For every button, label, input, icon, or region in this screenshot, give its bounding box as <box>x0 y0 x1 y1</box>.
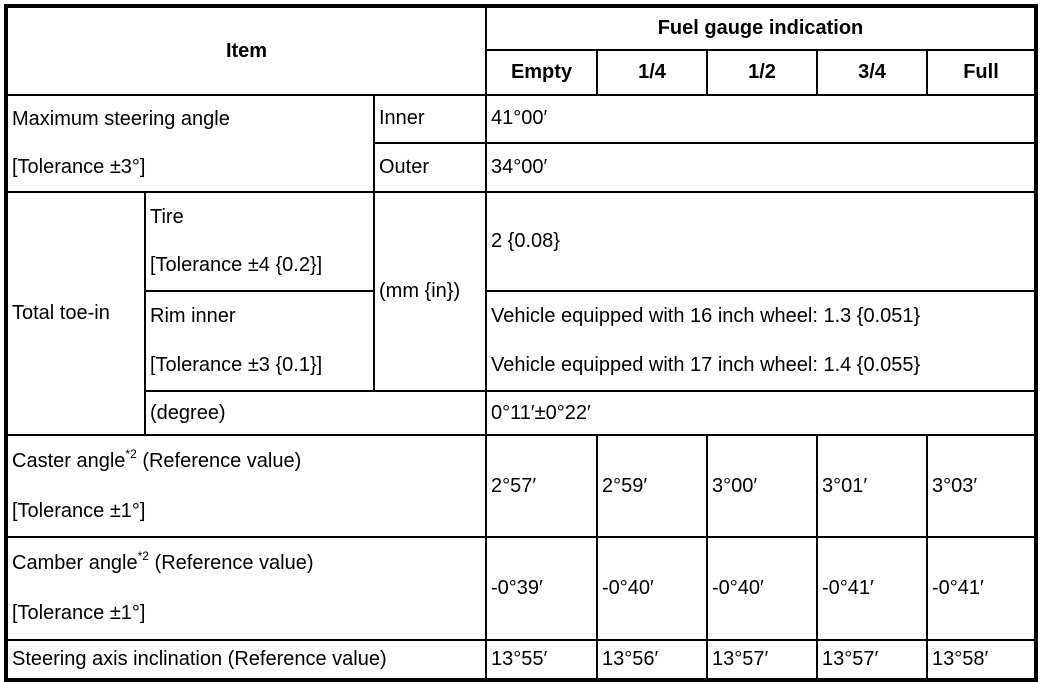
header-level-full: Full <box>926 49 1037 96</box>
inner-value: 41°00′ <box>485 94 1037 144</box>
caster-value: 3°03′ <box>926 434 1037 538</box>
caster-note: *2 <box>125 446 137 461</box>
camber-value: -0°40′ <box>596 536 708 641</box>
sai-value: 13°58′ <box>926 639 1037 681</box>
max-steering-label-cell: Maximum steering angle [Tolerance ±3°] <box>5 94 375 193</box>
inner-label: Inner <box>373 94 487 144</box>
header-level-half: 1/2 <box>706 49 818 96</box>
caster-value: 3°00′ <box>706 434 818 538</box>
outer-label: Outer <box>373 141 487 194</box>
rim-value-16: Vehicle equipped with 16 inch wheel: 1.3… <box>491 305 921 327</box>
tire-tolerance: [Tolerance ±4 {0.2}] <box>150 254 323 277</box>
camber-value: -0°40′ <box>706 536 818 641</box>
header-level-quarter: 1/4 <box>596 49 708 96</box>
sai-value: 13°57′ <box>816 639 928 681</box>
sai-value: 13°56′ <box>596 639 708 681</box>
camber-value: -0°41′ <box>926 536 1037 641</box>
rim-value-cell: Vehicle equipped with 16 inch wheel: 1.3… <box>485 290 1037 392</box>
caster-label: Caster angle <box>12 449 126 472</box>
header-level-empty: Empty <box>485 49 598 96</box>
sai-label: Steering axis inclination (Reference val… <box>5 639 487 681</box>
camber-ref: (Reference value) <box>154 551 314 574</box>
tire-value: 2 {0.08} <box>485 191 1037 292</box>
degree-label: (degree) <box>144 390 487 436</box>
sai-value: 13°57′ <box>706 639 818 681</box>
rim-label-cell: Rim inner [Tolerance ±3 {0.1}] <box>144 290 375 392</box>
max-steering-label: Maximum steering angle <box>12 108 230 131</box>
rim-tolerance: [Tolerance ±3 {0.1}] <box>150 354 323 376</box>
camber-note: *2 <box>137 548 149 563</box>
caster-value: 2°57′ <box>485 434 598 538</box>
caster-value: 3°01′ <box>816 434 928 538</box>
max-steering-tolerance: [Tolerance ±3°] <box>12 155 146 178</box>
camber-label: Camber angle <box>12 551 138 574</box>
tire-label-cell: Tire [Tolerance ±4 {0.2}] <box>144 191 375 292</box>
toe-in-label: Total toe-in <box>5 191 146 436</box>
camber-value: -0°39′ <box>485 536 598 641</box>
toe-in-unit: (mm {in}) <box>373 191 487 392</box>
degree-value: 0°11′±0°22′ <box>485 390 1037 436</box>
wheel-alignment-spec-table: Item Fuel gauge indication Empty 1/4 1/2… <box>4 4 1038 682</box>
sai-value: 13°55′ <box>485 639 598 681</box>
outer-value: 34°00′ <box>485 141 1037 194</box>
caster-ref: (Reference value) <box>142 449 302 472</box>
caster-label-cell: Caster angle*2 (Reference value) [Tolera… <box>5 434 487 538</box>
rim-value-17: Vehicle equipped with 17 inch wheel: 1.4… <box>491 354 921 376</box>
camber-label-cell: Camber angle*2 (Reference value) [Tolera… <box>5 536 487 641</box>
header-level-three-quarter: 3/4 <box>816 49 928 96</box>
tire-label: Tire <box>150 205 184 228</box>
camber-tolerance: [Tolerance ±1°] <box>12 602 146 625</box>
rim-label: Rim inner <box>150 305 236 327</box>
header-fuel-gauge: Fuel gauge indication <box>485 5 1037 51</box>
caster-value: 2°59′ <box>596 434 708 538</box>
header-item: Item <box>5 5 487 96</box>
caster-tolerance: [Tolerance ±1°] <box>12 499 146 522</box>
camber-value: -0°41′ <box>816 536 928 641</box>
